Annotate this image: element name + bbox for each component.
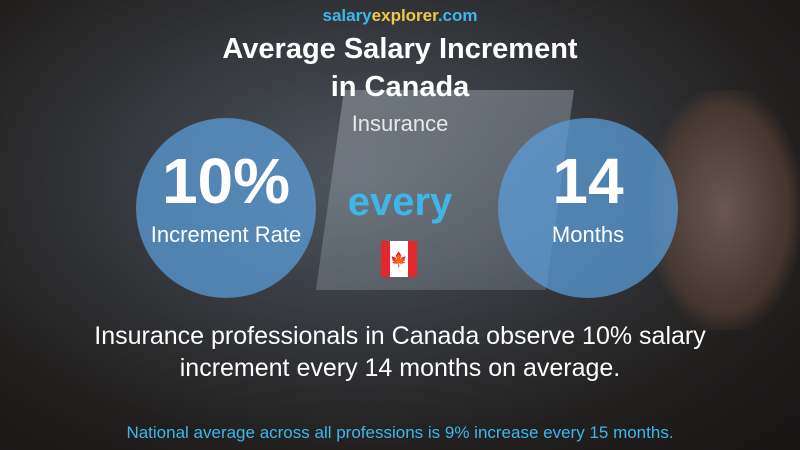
increment-rate-label: Increment Rate — [150, 222, 302, 247]
period-label: Months — [551, 222, 625, 247]
description-line-2: increment every 14 months on average. — [179, 354, 621, 382]
description-line-1: Insurance professionals in Canada observ… — [94, 322, 706, 350]
increment-rate-value: 10% — [161, 145, 291, 217]
logo-part-com: .com — [437, 6, 478, 25]
logo[interactable]: salaryexplorer.com — [0, 6, 800, 26]
increment-rate-circle: 10% Increment Rate — [136, 118, 316, 298]
description: Insurance professionals in Canada observ… — [0, 320, 800, 384]
page-title: Average Salary Increment in Canada — [0, 30, 800, 106]
national-average-note: National average across all professions … — [126, 423, 674, 442]
period-value: 14 — [552, 145, 624, 217]
title-line-1: Average Salary Increment — [222, 33, 578, 65]
period-circle: 14 Months — [498, 118, 678, 298]
subtitle: Insurance — [351, 111, 449, 136]
title-line-2: in Canada — [330, 71, 470, 103]
logo-part-salary: salary — [322, 6, 372, 25]
canada-flag-icon: 🍁 — [381, 241, 417, 277]
every-connector: every — [347, 180, 453, 224]
logo-part-explorer: explorer — [371, 6, 438, 25]
